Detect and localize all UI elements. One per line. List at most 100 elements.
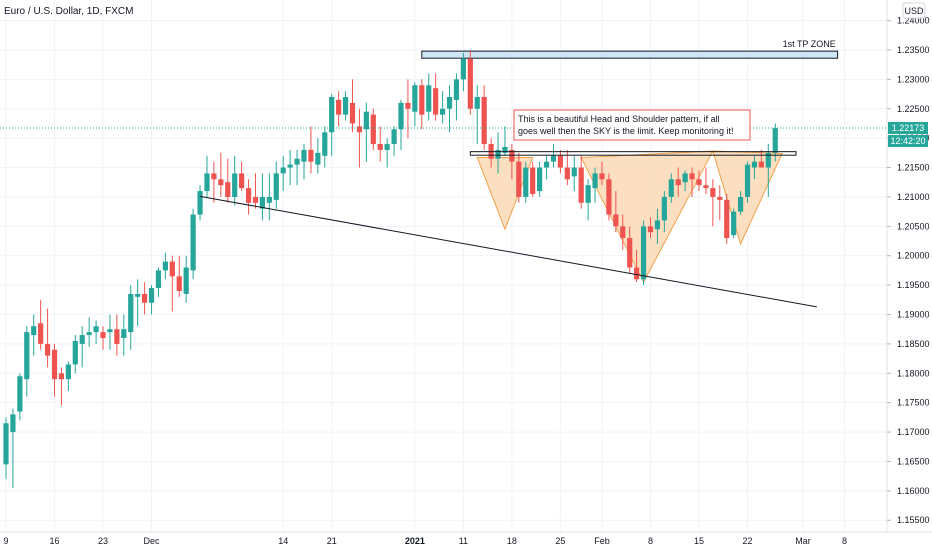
candle-body xyxy=(446,96,453,109)
candle-body xyxy=(703,185,709,189)
candle-body xyxy=(121,329,127,339)
candle-body xyxy=(502,146,508,153)
time-tick-label: Mar xyxy=(795,536,811,546)
candle-body xyxy=(280,167,286,174)
candles xyxy=(3,49,778,488)
time-tick-label: 23 xyxy=(98,536,108,546)
candle-body xyxy=(453,79,460,100)
price-tick-label: 1.23500 xyxy=(897,45,930,55)
candle-body xyxy=(329,96,335,133)
candle-body xyxy=(287,164,293,168)
candle-body xyxy=(599,173,605,180)
candle-body xyxy=(737,196,744,212)
candle-body xyxy=(412,85,418,112)
candle-body xyxy=(86,332,92,336)
time-tick-label: 8 xyxy=(842,536,847,546)
candle-body xyxy=(377,144,383,150)
candle-body xyxy=(3,423,9,465)
candle-body xyxy=(266,196,272,203)
candle-body xyxy=(315,152,321,165)
price-tick-label: 1.18500 xyxy=(897,339,930,349)
price-tick-label: 1.23000 xyxy=(897,74,930,84)
time-axis[interactable]: 9 16 23 Dec 14 21 2021 11 18 25 Feb 8 15 22 Mar 8 xyxy=(3,536,847,546)
time-tick-label: 11 xyxy=(459,536,468,546)
currency-badge[interactable] xyxy=(902,2,926,19)
candle-body xyxy=(668,179,674,197)
time-tick-label: 21 xyxy=(327,536,337,546)
candle-body xyxy=(433,88,439,115)
candle-body xyxy=(613,214,619,227)
candle-body xyxy=(349,102,356,124)
candle-body xyxy=(661,196,667,221)
candle-body xyxy=(710,188,716,197)
candle-body xyxy=(322,132,328,156)
candle-body xyxy=(44,343,51,356)
candle-body xyxy=(72,340,78,365)
candle-body xyxy=(744,164,751,197)
candle-body xyxy=(294,158,300,165)
candle-body xyxy=(731,211,737,236)
callout-line-1: This is a beautiful Head and Shoulder pa… xyxy=(518,114,720,124)
candle-body xyxy=(370,114,376,145)
candle-body xyxy=(232,173,238,197)
candle-body xyxy=(252,196,259,203)
time-tick-label: Dec xyxy=(144,536,161,546)
grid xyxy=(0,0,887,532)
candle-body xyxy=(239,173,245,189)
price-tick-label: 1.15500 xyxy=(897,515,930,525)
candle-body xyxy=(162,261,168,271)
candle-body xyxy=(155,270,162,289)
candle-body xyxy=(516,161,522,197)
candle-body xyxy=(634,267,640,280)
candle-body xyxy=(128,293,134,333)
candle-body xyxy=(675,179,681,186)
candle-body xyxy=(135,293,141,297)
pattern-callout[interactable]: This is a beautiful Head and Shoulder pa… xyxy=(513,109,751,141)
candle-body xyxy=(398,102,404,130)
candle-body xyxy=(204,173,210,192)
candle-body xyxy=(183,267,189,294)
candle-body xyxy=(578,167,584,203)
candle-body xyxy=(606,179,612,215)
candle-body xyxy=(523,167,529,197)
tp-zone-label: 1st TP ZONE xyxy=(783,39,836,49)
candle-body xyxy=(481,96,487,145)
candle-body xyxy=(765,152,771,168)
candle-body xyxy=(259,196,266,209)
candle-body xyxy=(557,155,563,168)
candle-body xyxy=(245,188,252,203)
candle-body xyxy=(772,128,778,153)
time-tick-label: 8 xyxy=(648,536,653,546)
candle-body xyxy=(10,414,16,433)
candle-body xyxy=(758,161,764,168)
candle-body xyxy=(474,96,480,109)
time-tick-label: 18 xyxy=(507,536,517,546)
candle-body xyxy=(31,326,37,336)
price-tick-label: 1.17500 xyxy=(897,398,930,408)
currency-badge-label: USD xyxy=(904,6,924,16)
candle-body xyxy=(142,293,148,303)
candle-body xyxy=(654,220,661,230)
candle-body xyxy=(530,167,536,194)
price-tick-label: 1.21500 xyxy=(897,163,930,173)
candle-body xyxy=(405,102,411,109)
candle-body xyxy=(79,335,85,344)
candle-body xyxy=(550,155,557,162)
candle-body xyxy=(439,108,446,115)
price-tick-label: 1.20500 xyxy=(897,221,930,231)
callout-box xyxy=(513,109,751,141)
candle-body xyxy=(689,173,695,180)
candle-body xyxy=(682,173,688,183)
candle-body xyxy=(51,349,58,380)
candle-body xyxy=(467,58,473,109)
price-tick-label: 1.19000 xyxy=(897,309,930,319)
price-axis[interactable]: 1.240001.235001.230001.225001.220001.215… xyxy=(887,16,930,526)
candle-body xyxy=(107,329,113,333)
candle-body xyxy=(384,144,390,150)
candle-body xyxy=(17,376,23,412)
candle-body xyxy=(356,126,363,133)
candle-body xyxy=(647,226,654,233)
candle-body xyxy=(225,182,231,197)
